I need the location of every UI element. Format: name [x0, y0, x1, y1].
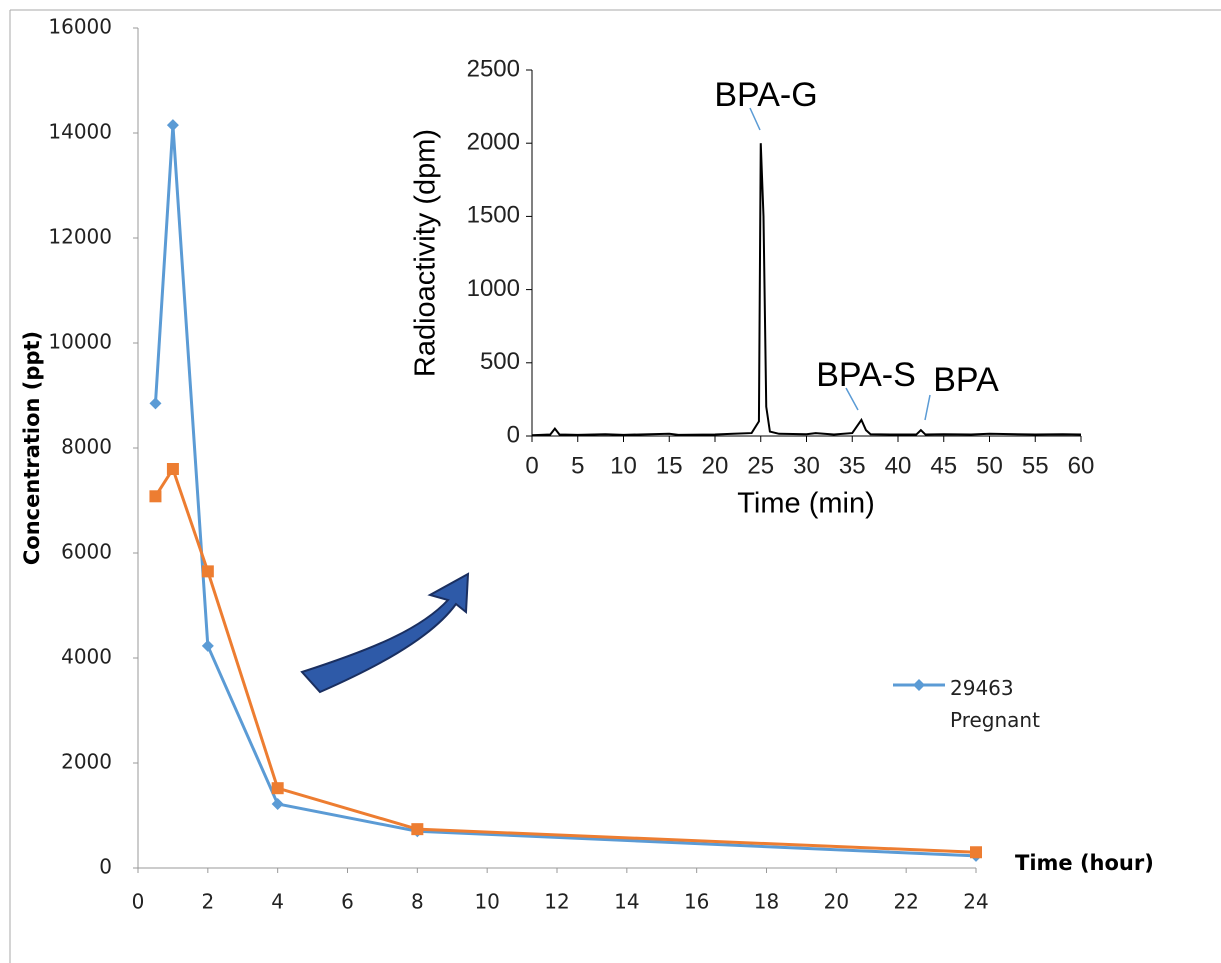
y-tick-label: 8000 [61, 435, 112, 459]
marker [149, 397, 162, 410]
annotation: BPA [933, 361, 999, 399]
x-tick-label: 55 [1022, 452, 1049, 479]
y-tick-label: 4000 [61, 645, 112, 669]
x-tick-label: 5 [571, 452, 584, 479]
marker [149, 490, 162, 503]
annotation-leader [749, 107, 761, 131]
series-line [531, 143, 1082, 437]
annotation: BPA-S [816, 356, 916, 394]
marker [411, 823, 424, 836]
y-tick-label: 2500 [467, 55, 520, 82]
y-tick-label: 500 [480, 348, 520, 375]
x-tick-label: 45 [930, 452, 957, 479]
y-tick-label: 12000 [48, 225, 112, 249]
annotation-leader [845, 387, 859, 411]
marker [970, 846, 982, 859]
x-tick-label: 2 [201, 890, 214, 914]
x-tick-label: 6 [341, 890, 354, 914]
y-tick-label: 10000 [48, 330, 112, 354]
marker [271, 797, 284, 810]
x-tick-label: 25 [747, 452, 774, 479]
y-axis-label: Concentration (ppt) [20, 331, 44, 565]
x-tick-label: 10 [610, 452, 637, 479]
x-tick-label: 16 [684, 890, 709, 914]
marker [166, 119, 179, 132]
x-tick-label: 18 [754, 890, 779, 914]
y-tick-label: 1000 [467, 275, 520, 302]
y-tick-label: 16000 [48, 15, 112, 39]
annotation-leader [924, 394, 931, 421]
x-tick-label: 24 [963, 890, 988, 914]
y-tick-label: 1500 [467, 202, 520, 229]
x-tick-label: 20 [702, 452, 729, 479]
y-tick-label: 0 [507, 421, 520, 448]
x-tick-label: 20 [824, 890, 849, 914]
annotation: BPA-G [714, 76, 817, 114]
series-line [153, 125, 977, 858]
x-tick-label: 8 [411, 890, 424, 914]
x-axis-label: Time (hour) [1015, 851, 1154, 875]
marker [201, 639, 214, 652]
x-tick-label: 35 [839, 452, 866, 479]
legend-label: 29463 Pregnant [950, 676, 1040, 732]
y-tick-label: 14000 [48, 120, 112, 144]
legend-marker [913, 679, 925, 691]
x-tick-label: 4 [271, 890, 284, 914]
x-tick-label: 15 [656, 452, 683, 479]
x-tick-label: 40 [885, 452, 912, 479]
y-tick-label: 0 [99, 855, 112, 879]
y-tick-label: 6000 [61, 540, 112, 564]
arrow [300, 572, 470, 694]
y-tick-label: 2000 [61, 750, 112, 774]
y-axis-label: Radioactivity (dpm) [410, 129, 442, 377]
marker [166, 463, 179, 475]
x-tick-label: 22 [893, 890, 918, 914]
x-tick-label: 0 [132, 890, 145, 914]
x-tick-label: 60 [1068, 452, 1095, 479]
x-tick-label: 14 [614, 890, 639, 914]
series-line [154, 465, 977, 854]
marker [201, 565, 214, 578]
x-axis-label: Time (min) [737, 488, 874, 520]
x-tick-label: 30 [793, 452, 820, 479]
marker [271, 782, 284, 795]
x-tick-label: 0 [525, 452, 538, 479]
x-tick-label: 50 [976, 452, 1003, 479]
y-tick-label: 2000 [467, 129, 520, 156]
x-tick-label: 12 [544, 890, 569, 914]
x-tick-label: 10 [474, 890, 499, 914]
